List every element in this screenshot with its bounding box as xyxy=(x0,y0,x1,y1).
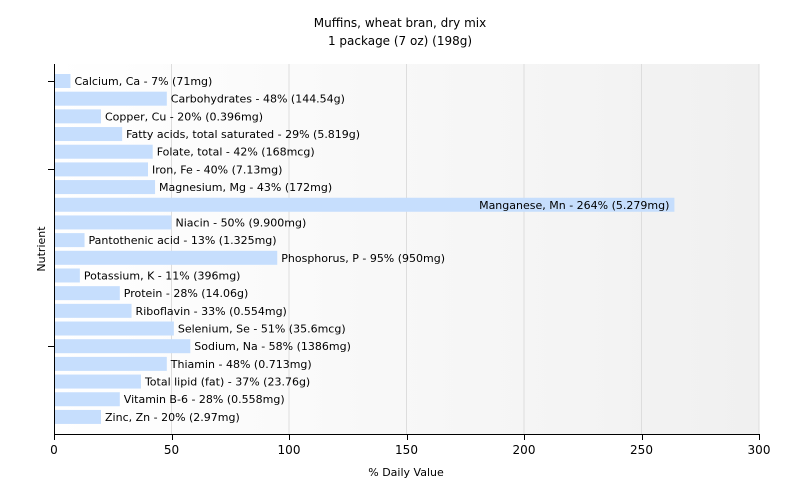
chart-title: Muffins, wheat bran, dry mix xyxy=(314,16,486,30)
bar-label: Folate, total - 42% (168mcg) xyxy=(157,146,315,159)
bar xyxy=(54,356,167,371)
bar-label: Vitamin B-6 - 28% (0.558mg) xyxy=(124,393,285,406)
x-tick-label: 100 xyxy=(278,443,301,457)
x-tick-label: 150 xyxy=(395,443,418,457)
bar xyxy=(54,162,148,177)
bar-label: Protein - 28% (14.06g) xyxy=(124,287,249,300)
bar xyxy=(54,91,167,106)
bar-label: Sodium, Na - 58% (1386mg) xyxy=(194,340,351,353)
bar xyxy=(54,268,80,283)
bar-label: Iron, Fe - 40% (7.13mg) xyxy=(152,163,282,176)
bar xyxy=(54,321,174,336)
bar xyxy=(54,197,675,212)
x-tick-label: 300 xyxy=(748,443,771,457)
bar xyxy=(54,127,123,142)
bar-label: Magnesium, Mg - 43% (172mg) xyxy=(159,181,332,194)
bar-label: Manganese, Mn - 264% (5.279mg) xyxy=(479,199,669,212)
bar-label: Thiamin - 48% (0.713mg) xyxy=(170,358,312,371)
x-tick-label: 0 xyxy=(50,443,58,457)
bar-label: Copper, Cu - 20% (0.396mg) xyxy=(105,110,263,123)
chart-subtitle: 1 package (7 oz) (198g) xyxy=(328,34,472,48)
bar-label: Riboflavin - 33% (0.554mg) xyxy=(136,305,287,318)
bars: Calcium, Ca - 7% (71mg) Carbohydrates - 4… xyxy=(54,74,675,424)
bar xyxy=(54,233,85,248)
bar-label: Zinc, Zn - 20% (2.97mg) xyxy=(105,411,240,424)
bar xyxy=(54,250,278,265)
bar-label: Phosphorus, P - 95% (950mg) xyxy=(281,252,445,265)
bar-label: Total lipid (fat) - 37% (23.76g) xyxy=(144,376,310,389)
bar xyxy=(54,215,172,230)
bar xyxy=(54,286,120,301)
bar-label: Fatty acids, total saturated - 29% (5.81… xyxy=(126,128,360,141)
bar xyxy=(54,180,156,195)
bar xyxy=(54,74,71,88)
bar-label: Pantothenic acid - 13% (1.325mg) xyxy=(89,234,277,247)
bar-label: Carbohydrates - 48% (144.54g) xyxy=(171,93,345,106)
bar xyxy=(54,374,141,389)
bar xyxy=(54,339,191,354)
x-axis-title: % Daily Value xyxy=(368,466,444,479)
bar xyxy=(54,409,101,424)
bar-label: Calcium, Ca - 7% (71mg) xyxy=(74,75,212,88)
x-tick-label: 200 xyxy=(513,443,536,457)
bar xyxy=(54,144,153,159)
y-axis-title: Nutrient xyxy=(35,226,48,272)
bar-label: Potassium, K - 11% (396mg) xyxy=(84,269,241,282)
x-tick-label: 50 xyxy=(164,443,179,457)
bar xyxy=(54,392,120,407)
gridlines xyxy=(171,64,760,434)
bar-label: Selenium, Se - 51% (35.6mcg) xyxy=(178,323,346,336)
bar xyxy=(54,109,101,124)
bar xyxy=(54,303,132,318)
bar-label: Niacin - 50% (9.900mg) xyxy=(176,216,307,229)
axes: 0 50 100 150 200 250 300 xyxy=(48,64,770,457)
x-tick-label: 250 xyxy=(630,443,653,457)
